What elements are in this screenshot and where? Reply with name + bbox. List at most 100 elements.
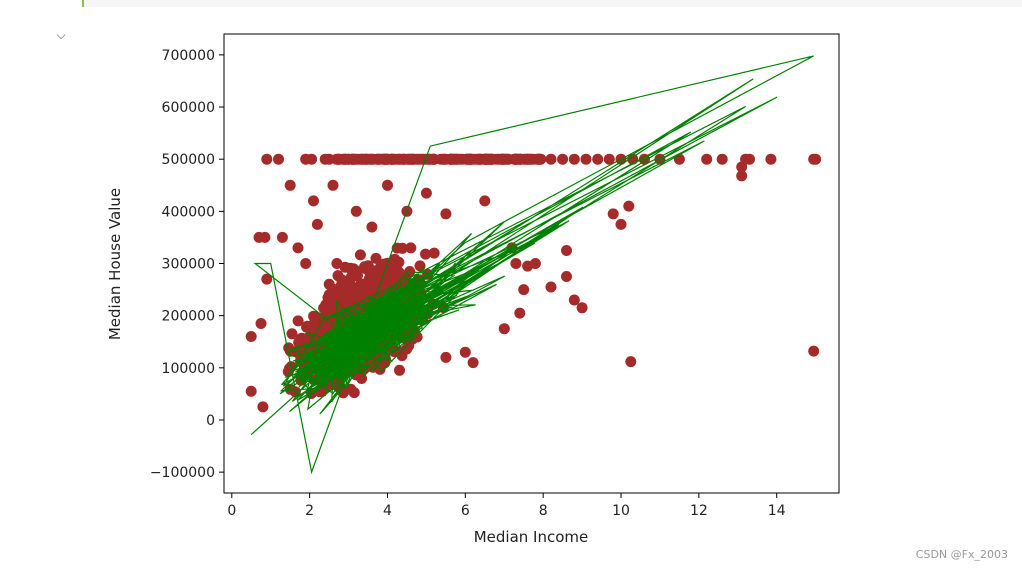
data-point <box>366 287 378 299</box>
data-point <box>561 245 572 256</box>
data-point <box>306 153 318 165</box>
data-point <box>308 195 319 207</box>
data-point <box>808 345 820 357</box>
data-point <box>341 279 353 291</box>
data-point <box>514 307 526 319</box>
data-point <box>810 153 822 165</box>
x-tick-label: 0 <box>227 503 236 519</box>
data-point <box>393 266 405 278</box>
x-tick-label: 6 <box>461 503 470 519</box>
data-point <box>257 401 269 413</box>
data-point <box>276 231 288 243</box>
data-point <box>366 221 378 233</box>
data-point <box>311 218 323 230</box>
data-point <box>740 153 752 165</box>
data-point <box>261 273 273 285</box>
y-tick-label: 300000 <box>162 257 215 273</box>
y-tick-label: −100000 <box>150 465 215 481</box>
x-tick-label: 8 <box>539 503 548 519</box>
data-point <box>479 195 491 207</box>
x-tick-label: 10 <box>612 503 630 519</box>
x-axis-label: Median Income <box>474 528 589 546</box>
watermark: CSDN @Fx_2003 <box>915 548 1008 561</box>
data-point <box>532 153 544 165</box>
data-point <box>440 351 452 363</box>
y-tick-label: 500000 <box>162 152 215 168</box>
data-point <box>518 153 530 165</box>
data-point <box>378 258 390 270</box>
fit-line-path <box>250 55 814 475</box>
data-point <box>387 258 399 270</box>
data-point <box>736 170 748 182</box>
data-point <box>292 242 304 254</box>
y-tick-label: 100000 <box>162 361 215 377</box>
data-point <box>607 208 619 220</box>
data-point <box>327 179 339 191</box>
x-tick-label: 2 <box>305 503 314 519</box>
data-point <box>405 242 417 254</box>
data-point <box>469 153 481 165</box>
data-point <box>603 153 615 165</box>
y-tick-label: 0 <box>206 413 215 429</box>
data-point <box>255 318 267 329</box>
y-tick-label: 600000 <box>162 100 215 116</box>
data-point <box>518 284 530 296</box>
data-point <box>615 218 627 230</box>
data-point <box>716 153 728 165</box>
y-tick-label: 200000 <box>162 309 215 325</box>
y-axis-label: Median House Value <box>106 188 124 340</box>
data-point <box>365 278 376 290</box>
data-point <box>510 153 522 165</box>
y-tick-label: 400000 <box>162 204 215 220</box>
data-point <box>333 153 345 165</box>
data-point <box>440 208 452 220</box>
data-point <box>625 356 637 368</box>
data-point <box>245 331 257 342</box>
data-point <box>261 153 273 165</box>
data-point <box>351 269 363 281</box>
data-point <box>545 153 557 165</box>
data-point <box>576 302 588 314</box>
data-point <box>245 385 257 397</box>
x-tick-label: 4 <box>383 503 392 519</box>
data-point <box>293 337 305 348</box>
fit-lines <box>250 55 814 475</box>
data-point <box>529 258 541 269</box>
previous-cell-strip <box>82 0 1022 7</box>
data-point <box>332 270 344 282</box>
x-axis-ticks: 0 2 4 6 8 10 12 14 <box>227 493 786 519</box>
data-point <box>557 153 569 165</box>
chevron-down-icon[interactable]: ⌵ <box>56 28 66 42</box>
data-point <box>394 364 405 376</box>
data-point <box>345 291 357 303</box>
data-point <box>370 252 382 264</box>
data-point <box>445 153 457 165</box>
data-point <box>545 281 557 293</box>
x-tick-label: 12 <box>690 503 708 519</box>
data-point <box>382 179 393 191</box>
data-point <box>323 278 335 290</box>
data-point <box>568 294 580 306</box>
data-point <box>428 247 440 259</box>
data-point <box>350 205 362 217</box>
data-point <box>273 153 284 165</box>
y-axis-ticks: −100000 0 100000 200000 300000 400000 500000 60… <box>150 48 224 481</box>
data-point <box>420 248 431 260</box>
data-point <box>498 323 510 335</box>
data-point <box>354 249 366 261</box>
data-point <box>402 153 414 165</box>
data-point <box>286 328 298 340</box>
data-point <box>284 383 296 395</box>
data-point <box>388 153 400 165</box>
data-point <box>459 346 471 358</box>
data-point <box>765 153 777 165</box>
data-point <box>292 315 304 327</box>
data-point <box>364 268 376 280</box>
data-point <box>481 153 493 165</box>
data-point <box>356 153 368 165</box>
data-point <box>300 258 312 269</box>
data-point <box>467 357 479 369</box>
data-point <box>284 179 296 191</box>
data-point <box>323 297 335 309</box>
